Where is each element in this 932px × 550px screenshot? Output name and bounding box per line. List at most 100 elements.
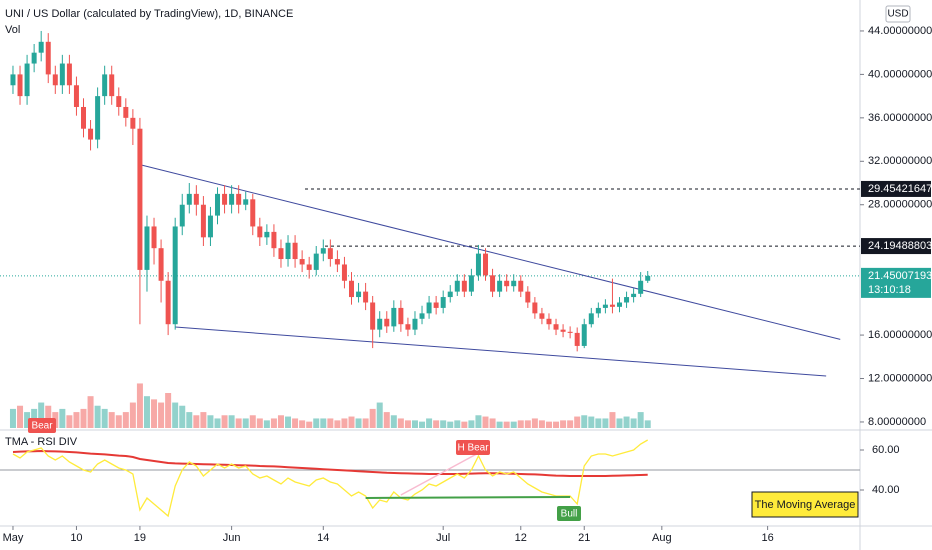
candle-body (102, 74, 108, 97)
candle-body (645, 275, 651, 281)
candle-body (356, 291, 362, 298)
price-level-box (861, 238, 931, 255)
volume-bar (510, 421, 517, 428)
candle-body (560, 329, 566, 332)
rsi-title: TMA - RSI DIV (5, 436, 78, 448)
x-tick-label: Jun (223, 532, 241, 544)
volume-bar (545, 421, 552, 428)
y-tick-label: 12.00000000 (868, 372, 932, 384)
y-tick-label: 32.00000000 (868, 155, 932, 167)
candle-body (45, 41, 51, 75)
candle-body (497, 280, 503, 292)
candle-body (52, 74, 58, 86)
volume-bar (320, 418, 327, 428)
y-tick-label: 16.00000000 (868, 329, 932, 341)
volume-bar (538, 420, 545, 428)
candle-body (419, 313, 425, 319)
candle-body (130, 117, 136, 129)
candle-body (172, 226, 178, 325)
volume-bar (574, 416, 581, 428)
volume-bar (376, 402, 383, 428)
candle-body (236, 193, 242, 205)
currency-box (885, 5, 911, 23)
last-price-box (861, 267, 931, 298)
candle-body (264, 231, 270, 238)
y-tick-label: 44.00000000 (868, 25, 932, 37)
volume-bar (609, 412, 616, 428)
candle-body (475, 253, 481, 276)
volume-bar (560, 420, 567, 428)
candle-body (320, 248, 326, 254)
candle-body (525, 291, 531, 303)
candle-body (179, 204, 185, 227)
candle-body (391, 307, 397, 327)
candle-body (10, 74, 16, 86)
x-tick-label: Aug (652, 532, 672, 544)
volume-bar (482, 416, 489, 428)
volume-bar (66, 415, 73, 428)
volume-bar (165, 393, 172, 428)
volume-bar (334, 420, 341, 428)
volume-bar (228, 415, 235, 428)
volume-bar (419, 421, 426, 428)
volume-bar (348, 416, 355, 428)
candle-body (341, 264, 347, 281)
candle-body (123, 106, 129, 118)
volume-bar (616, 418, 623, 428)
volume-bar (306, 421, 313, 428)
candle-body (334, 259, 340, 265)
bear-divergence (400, 452, 479, 496)
candle-body (243, 199, 249, 205)
volume-bar (595, 418, 602, 428)
volume-bar (567, 420, 574, 428)
candle-body (59, 63, 65, 86)
volume-bar (207, 415, 214, 428)
x-tick-label: 10 (70, 532, 82, 544)
volume-bar (285, 416, 292, 428)
volume-bar (390, 415, 397, 428)
candle-body (440, 297, 446, 308)
candle-body (215, 193, 221, 216)
volume-bar (172, 402, 179, 428)
volume-bar (108, 412, 115, 428)
trend-line (175, 326, 827, 377)
volume-bar (38, 402, 45, 428)
candle-body (546, 318, 552, 325)
candle-body (193, 193, 199, 205)
volume-bar (411, 420, 418, 428)
volume-bar (644, 420, 651, 428)
volume-bar (531, 418, 538, 428)
candle-body (602, 304, 608, 308)
volume-bar (341, 418, 348, 428)
volume-bar (637, 412, 644, 428)
volume-bar (404, 420, 411, 428)
volume-bar (87, 396, 94, 428)
volume-bar (524, 420, 531, 428)
candle-body (137, 128, 143, 270)
candle-body (73, 85, 79, 107)
volume-bar (581, 415, 588, 428)
candle-body (306, 264, 312, 270)
volume-bar (517, 420, 524, 428)
candle-body (567, 331, 573, 333)
volume-bar (122, 412, 129, 428)
volume-bar (24, 412, 31, 428)
x-tick-label: Jul (436, 532, 450, 544)
candle-body (468, 275, 474, 292)
volume-bar (101, 408, 108, 428)
candle-body (638, 280, 644, 294)
volume-bar (214, 418, 221, 428)
candle-body (518, 280, 524, 292)
volume-bar (235, 418, 242, 428)
volume-bar (45, 405, 52, 428)
volume-bar (503, 421, 510, 428)
candle-body (144, 226, 150, 270)
volume-bar (129, 402, 136, 428)
volume-bar (73, 412, 80, 428)
x-tick-label: 21 (578, 532, 590, 544)
h-bear-label: H Bear (457, 443, 489, 454)
candle-body (405, 324, 411, 330)
candle-body (349, 280, 355, 298)
volume-bar (475, 415, 482, 428)
